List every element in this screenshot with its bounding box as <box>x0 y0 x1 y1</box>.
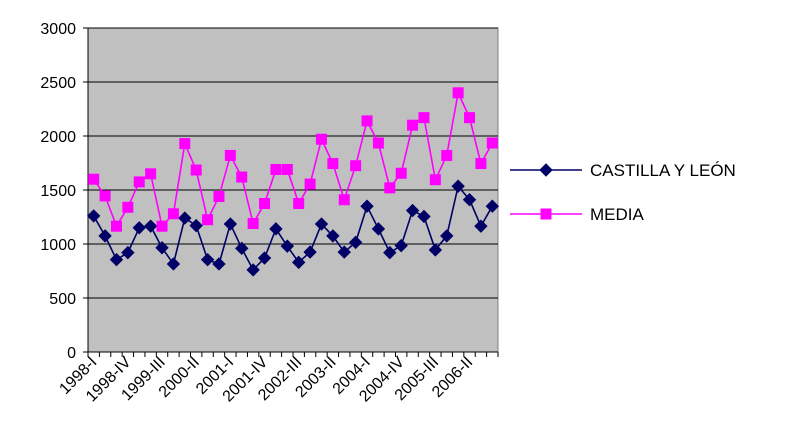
data-point <box>166 257 181 271</box>
data-point <box>246 263 260 277</box>
data-point <box>418 112 430 124</box>
gridlines <box>88 27 498 299</box>
data-point <box>189 218 203 233</box>
data-point <box>270 163 282 175</box>
data-point <box>235 241 249 256</box>
data-point <box>475 158 487 170</box>
y-tick-label: 2500 <box>40 75 76 92</box>
series-line <box>93 90 494 229</box>
data-point <box>133 176 145 188</box>
y-tick-label: 1000 <box>40 237 76 254</box>
data-point <box>293 198 305 209</box>
y-tick-label: 1500 <box>40 183 76 200</box>
series-1 <box>86 179 500 277</box>
data-point <box>291 255 306 270</box>
data-point <box>110 220 122 232</box>
series-layer <box>86 87 500 277</box>
data-point <box>259 198 271 209</box>
data-point <box>327 158 339 170</box>
data-point <box>167 208 179 220</box>
data-point <box>281 163 293 175</box>
data-point <box>179 138 191 150</box>
data-point <box>464 112 476 124</box>
data-point <box>236 171 248 183</box>
data-point <box>303 245 317 259</box>
data-point <box>441 149 453 161</box>
data-point <box>213 190 225 202</box>
data-point <box>474 219 488 233</box>
data-point <box>314 217 329 231</box>
legend-item-1: CASTILLA Y LEÓN <box>510 161 736 180</box>
data-point <box>361 115 373 127</box>
legend-item-2: MEDIA <box>510 205 645 224</box>
legend-label: CASTILLA Y LEÓN <box>590 161 736 180</box>
data-point <box>257 251 272 265</box>
data-point <box>348 235 363 250</box>
data-point <box>132 221 146 235</box>
y-tick-label: 3000 <box>40 21 76 38</box>
data-point <box>440 229 454 243</box>
data-point <box>145 168 157 180</box>
legend-marker <box>539 163 553 177</box>
data-point <box>452 87 464 99</box>
data-point <box>407 119 419 131</box>
y-tick-label: 500 <box>49 291 76 308</box>
data-point <box>428 243 443 257</box>
data-point <box>338 194 350 206</box>
legend: CASTILLA Y LEÓN MEDIA <box>510 161 736 224</box>
data-point <box>451 179 465 193</box>
data-point <box>394 238 408 253</box>
data-point <box>247 217 259 229</box>
data-point <box>155 241 169 255</box>
data-point <box>88 173 100 185</box>
data-point <box>304 178 316 190</box>
data-point <box>178 211 192 225</box>
data-point <box>121 245 135 260</box>
data-point <box>429 174 441 186</box>
data-point <box>212 257 226 271</box>
data-point <box>337 245 351 259</box>
legend-marker <box>540 208 552 220</box>
data-point <box>109 252 124 267</box>
data-point <box>485 199 500 213</box>
data-point <box>405 203 420 218</box>
data-point <box>190 164 202 176</box>
data-point <box>223 217 238 231</box>
series-2 <box>88 87 498 232</box>
data-point <box>383 245 397 260</box>
y-tick-label: 2000 <box>40 129 76 146</box>
data-point <box>315 133 327 145</box>
data-point <box>384 182 396 194</box>
data-point <box>269 222 283 236</box>
data-point <box>417 209 431 224</box>
data-point <box>350 160 362 172</box>
x-axis-ticks: 1998-I1998-IV1999-III2000-II2001-I2001-I… <box>56 352 499 405</box>
data-point <box>143 219 158 233</box>
data-point <box>202 214 214 226</box>
data-point <box>280 239 295 253</box>
data-point <box>86 209 101 223</box>
data-point <box>326 229 340 243</box>
data-point <box>371 222 386 236</box>
data-point <box>462 193 477 207</box>
data-point <box>98 229 112 243</box>
data-point <box>395 167 407 179</box>
y-tick-label: 0 <box>67 345 76 362</box>
data-point <box>122 201 134 213</box>
data-point <box>99 190 111 202</box>
data-point <box>156 220 168 232</box>
y-axis-ticks: 0 500 1000 1500 2000 2500 3000 <box>40 21 88 362</box>
data-point <box>372 137 384 149</box>
data-point <box>360 199 374 213</box>
data-point <box>486 137 498 149</box>
legend-label: MEDIA <box>590 205 645 224</box>
data-point <box>224 149 236 161</box>
data-point <box>200 252 215 267</box>
